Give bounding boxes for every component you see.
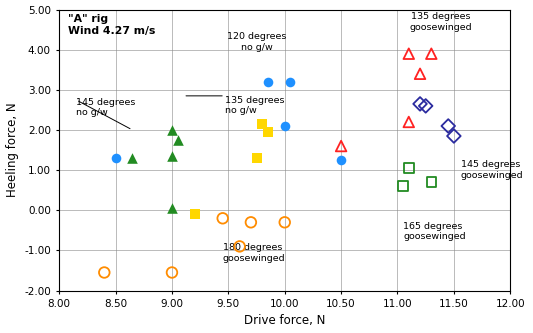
Point — [450, 133, 458, 139]
Text: 135 degrees
no g/w: 135 degrees no g/w — [225, 96, 285, 115]
Point — [405, 51, 413, 56]
Text: 145 degrees
no g/w: 145 degrees no g/w — [76, 98, 135, 117]
Point — [168, 127, 176, 133]
Point — [416, 71, 424, 77]
Text: "A" rig
Wind 4.27 m/s: "A" rig Wind 4.27 m/s — [68, 14, 156, 36]
Point — [422, 103, 430, 109]
Point — [168, 270, 176, 275]
Point — [280, 220, 289, 225]
Text: 180 degrees
goosewinged: 180 degrees goosewinged — [223, 243, 285, 263]
Point — [219, 216, 227, 221]
Point — [337, 144, 345, 149]
Point — [168, 205, 176, 211]
Text: 135 degrees
goosewinged: 135 degrees goosewinged — [409, 12, 472, 32]
Point — [173, 137, 182, 143]
Point — [444, 123, 453, 129]
Point — [405, 119, 413, 125]
Text: 145 degrees
goosewinged: 145 degrees goosewinged — [461, 161, 523, 180]
Point — [100, 270, 109, 275]
Point — [168, 154, 176, 159]
Point — [263, 79, 272, 85]
X-axis label: Drive force, N: Drive force, N — [244, 314, 326, 327]
Point — [190, 211, 199, 217]
Point — [399, 183, 407, 189]
Text: 165 degrees
goosewinged: 165 degrees goosewinged — [403, 221, 466, 241]
Point — [236, 244, 244, 249]
Point — [252, 156, 261, 161]
Point — [128, 156, 137, 161]
Text: 120 degrees
no g/w: 120 degrees no g/w — [227, 32, 286, 52]
Point — [111, 156, 120, 161]
Point — [337, 158, 345, 163]
Point — [247, 220, 255, 225]
Point — [405, 166, 413, 171]
Point — [427, 51, 435, 56]
Point — [427, 179, 435, 185]
Point — [416, 101, 424, 107]
Point — [263, 129, 272, 135]
Point — [286, 79, 295, 85]
Point — [258, 121, 266, 127]
Y-axis label: Heeling force, N: Heeling force, N — [5, 103, 19, 197]
Point — [280, 123, 289, 129]
